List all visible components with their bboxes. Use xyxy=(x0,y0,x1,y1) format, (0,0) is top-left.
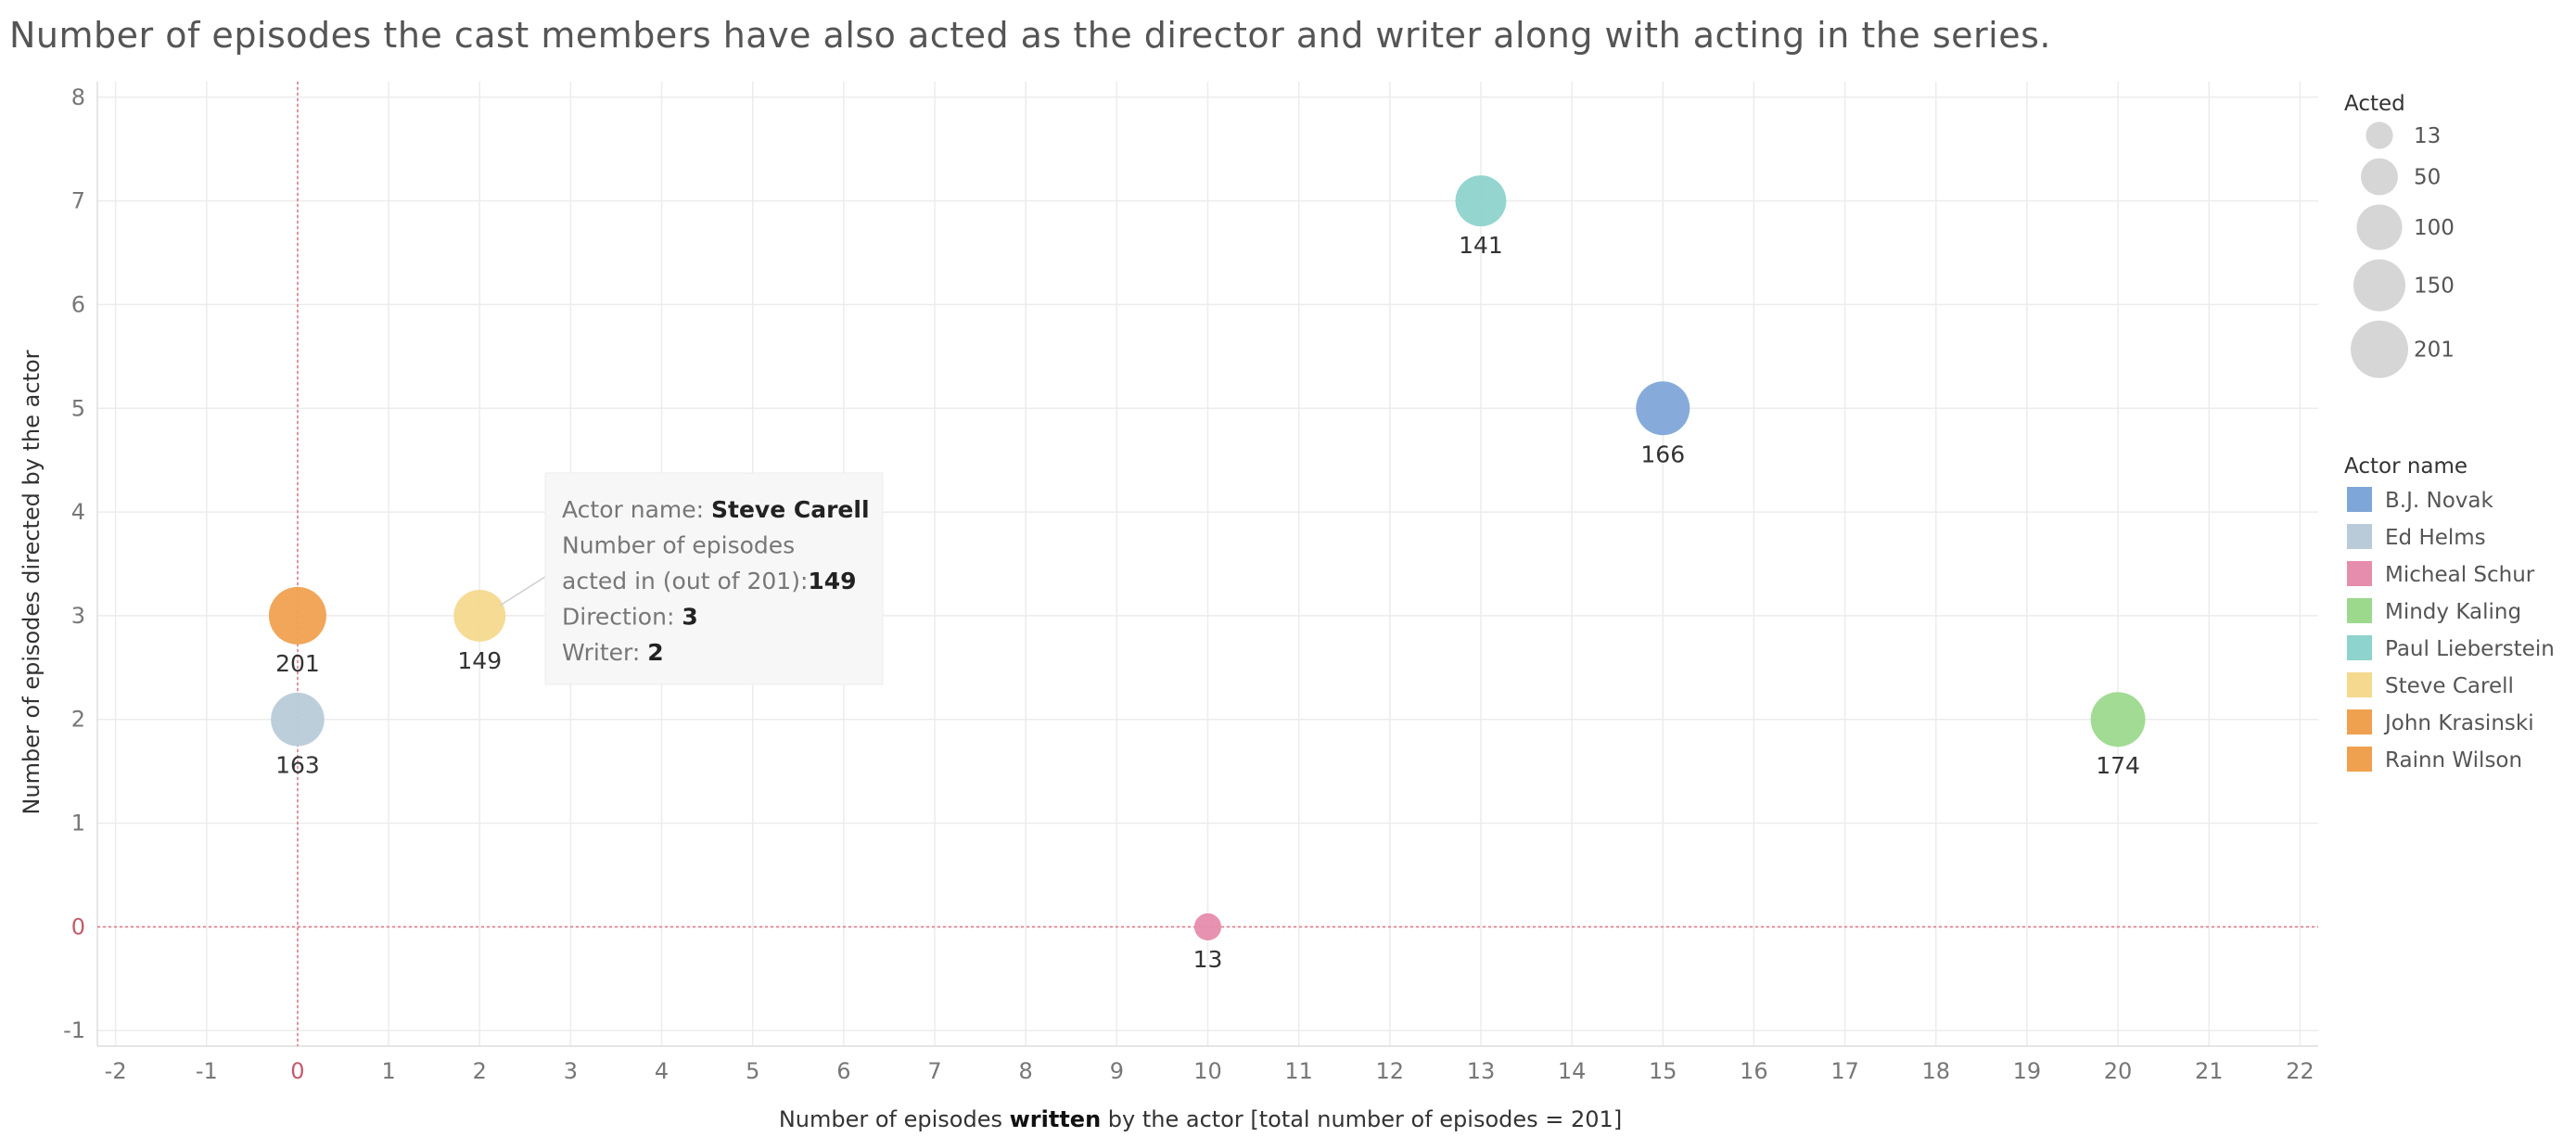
x-tick-label: 3 xyxy=(564,1058,578,1084)
x-tick-label: 4 xyxy=(655,1058,669,1084)
legend-entry-label: Paul Lieberstein xyxy=(2385,637,2555,661)
y-tick-label: 0 xyxy=(71,913,85,939)
y-tick-label: 4 xyxy=(71,499,85,525)
size-legend-label: 13 xyxy=(2414,124,2441,148)
color-legend: Actor name B.J. Novak Ed Helms Micheal Schu… xyxy=(2344,454,2555,773)
size-legend-label: 100 xyxy=(2414,216,2455,240)
x-tick-label: -2 xyxy=(105,1058,127,1084)
legend-entry-label: Micheal Schur xyxy=(2385,563,2535,587)
size-legend-circle xyxy=(2353,259,2406,312)
data-points xyxy=(268,175,2146,940)
x-tick-label: 19 xyxy=(2013,1058,2042,1084)
y-tick-label: 1 xyxy=(71,811,85,837)
legend-swatch xyxy=(2347,635,2372,660)
x-tick-label: 21 xyxy=(2195,1058,2224,1084)
axis-titles: Number of episodes written by the actor … xyxy=(19,350,1622,1132)
data-label: 141 xyxy=(1459,232,1503,259)
x-tick-label: 20 xyxy=(2104,1058,2133,1084)
chart-title: Number of episodes the cast members have… xyxy=(9,15,2051,56)
tooltip-line: acted in (out of 201):149 xyxy=(562,568,857,594)
color-legend-title: Actor name xyxy=(2344,454,2468,479)
tooltip-pointer xyxy=(499,574,549,607)
tooltip-line: Actor name: Steve Carell xyxy=(562,496,870,523)
data-labels: 166 163 13 174 141 149 201 xyxy=(275,232,2140,973)
legend-swatch xyxy=(2347,709,2372,735)
data-point xyxy=(268,586,326,645)
size-legend-circle xyxy=(2356,204,2403,250)
tooltip-line: Direction: 3 xyxy=(562,604,698,631)
legend-entry-label: Steve Carell xyxy=(2385,674,2514,698)
legend-swatch xyxy=(2347,672,2372,697)
legend-entry-label: B.J. Novak xyxy=(2385,489,2493,513)
data-label: 149 xyxy=(457,647,502,674)
legend-swatch xyxy=(2347,747,2372,772)
x-tick-label: 0 xyxy=(290,1058,304,1084)
x-tick-label: 2 xyxy=(473,1058,487,1084)
x-tick-label: 15 xyxy=(1649,1058,1677,1084)
x-tick-label: -1 xyxy=(196,1058,218,1084)
tooltip: Actor name: Steve Carell Number of episod… xyxy=(499,472,884,685)
x-tick-label: 18 xyxy=(1921,1058,1950,1084)
y-axis-ticks: -1 0 1 2 3 4 5 6 7 8 xyxy=(63,84,85,1043)
data-point xyxy=(453,589,506,642)
size-legend-label: 150 xyxy=(2414,275,2455,299)
y-tick-label: 5 xyxy=(71,395,85,421)
size-legend-label: 50 xyxy=(2414,166,2441,190)
y-tick-label: -1 xyxy=(63,1017,85,1043)
legend-swatch xyxy=(2347,487,2372,512)
legend-swatch xyxy=(2347,598,2372,623)
x-tick-label: 17 xyxy=(1830,1058,1859,1084)
tooltip-line: Writer: 2 xyxy=(562,639,664,666)
x-tick-label: 9 xyxy=(1110,1058,1124,1084)
x-tick-label: 13 xyxy=(1467,1058,1496,1084)
legend-entry-label: Rainn Wilson xyxy=(2385,748,2522,773)
size-legend-circle xyxy=(2366,121,2393,149)
x-tick-label: 1 xyxy=(381,1058,395,1084)
data-point xyxy=(1455,175,1507,227)
y-tick-label: 6 xyxy=(71,291,85,317)
legend-entry-label: Mindy Kaling xyxy=(2385,600,2521,624)
size-legend-title: Acted xyxy=(2344,92,2405,116)
y-tick-label: 8 xyxy=(71,84,85,110)
data-point xyxy=(1193,913,1222,940)
data-label: 166 xyxy=(1640,441,1685,467)
x-tick-label: 6 xyxy=(836,1058,850,1084)
size-legend: Acted 13 50 100 150 201 xyxy=(2344,92,2455,378)
tooltip-line: Number of episodes xyxy=(562,532,795,559)
data-point xyxy=(2090,692,2146,747)
data-label: 201 xyxy=(275,650,320,677)
grid xyxy=(96,82,2318,1047)
size-legend-label: 201 xyxy=(2414,339,2455,363)
y-tick-label: 3 xyxy=(71,603,85,629)
y-tick-label: 2 xyxy=(71,707,85,733)
x-tick-label: 14 xyxy=(1558,1058,1587,1084)
legend-swatch xyxy=(2347,524,2372,549)
x-tick-label: 12 xyxy=(1376,1058,1405,1084)
legend-entry-label: Ed Helms xyxy=(2385,526,2486,550)
data-label: 174 xyxy=(2096,752,2140,779)
x-tick-label: 11 xyxy=(1284,1058,1313,1084)
y-tick-label: 7 xyxy=(71,188,85,214)
x-tick-label: 16 xyxy=(1740,1058,1768,1084)
reference-lines xyxy=(97,82,2318,1046)
data-label: 13 xyxy=(1193,946,1223,973)
x-axis-title: Number of episodes written by the actor … xyxy=(779,1106,1622,1132)
size-legend-circle xyxy=(2361,158,2398,196)
x-tick-label: 10 xyxy=(1193,1058,1222,1084)
data-point xyxy=(1636,381,1690,436)
x-tick-label: 8 xyxy=(1019,1058,1033,1084)
legend-swatch xyxy=(2347,561,2372,586)
legend-entry-label: John Krasinski xyxy=(2383,711,2534,735)
x-tick-label: 22 xyxy=(2286,1058,2315,1084)
tooltip-box xyxy=(544,472,884,685)
data-point xyxy=(271,692,325,747)
x-tick-label: 7 xyxy=(927,1058,941,1084)
x-axis-ticks: -2 -1 0 1 2 3 4 5 6 7 8 9 10 11 12 13 14 15 16 17 18 19 20 21 22 xyxy=(105,1058,2315,1084)
data-label: 163 xyxy=(275,752,320,779)
size-legend-circle xyxy=(2351,320,2408,378)
y-axis-title: Number of episodes directed by the actor xyxy=(19,350,45,814)
x-tick-label: 5 xyxy=(746,1058,759,1084)
